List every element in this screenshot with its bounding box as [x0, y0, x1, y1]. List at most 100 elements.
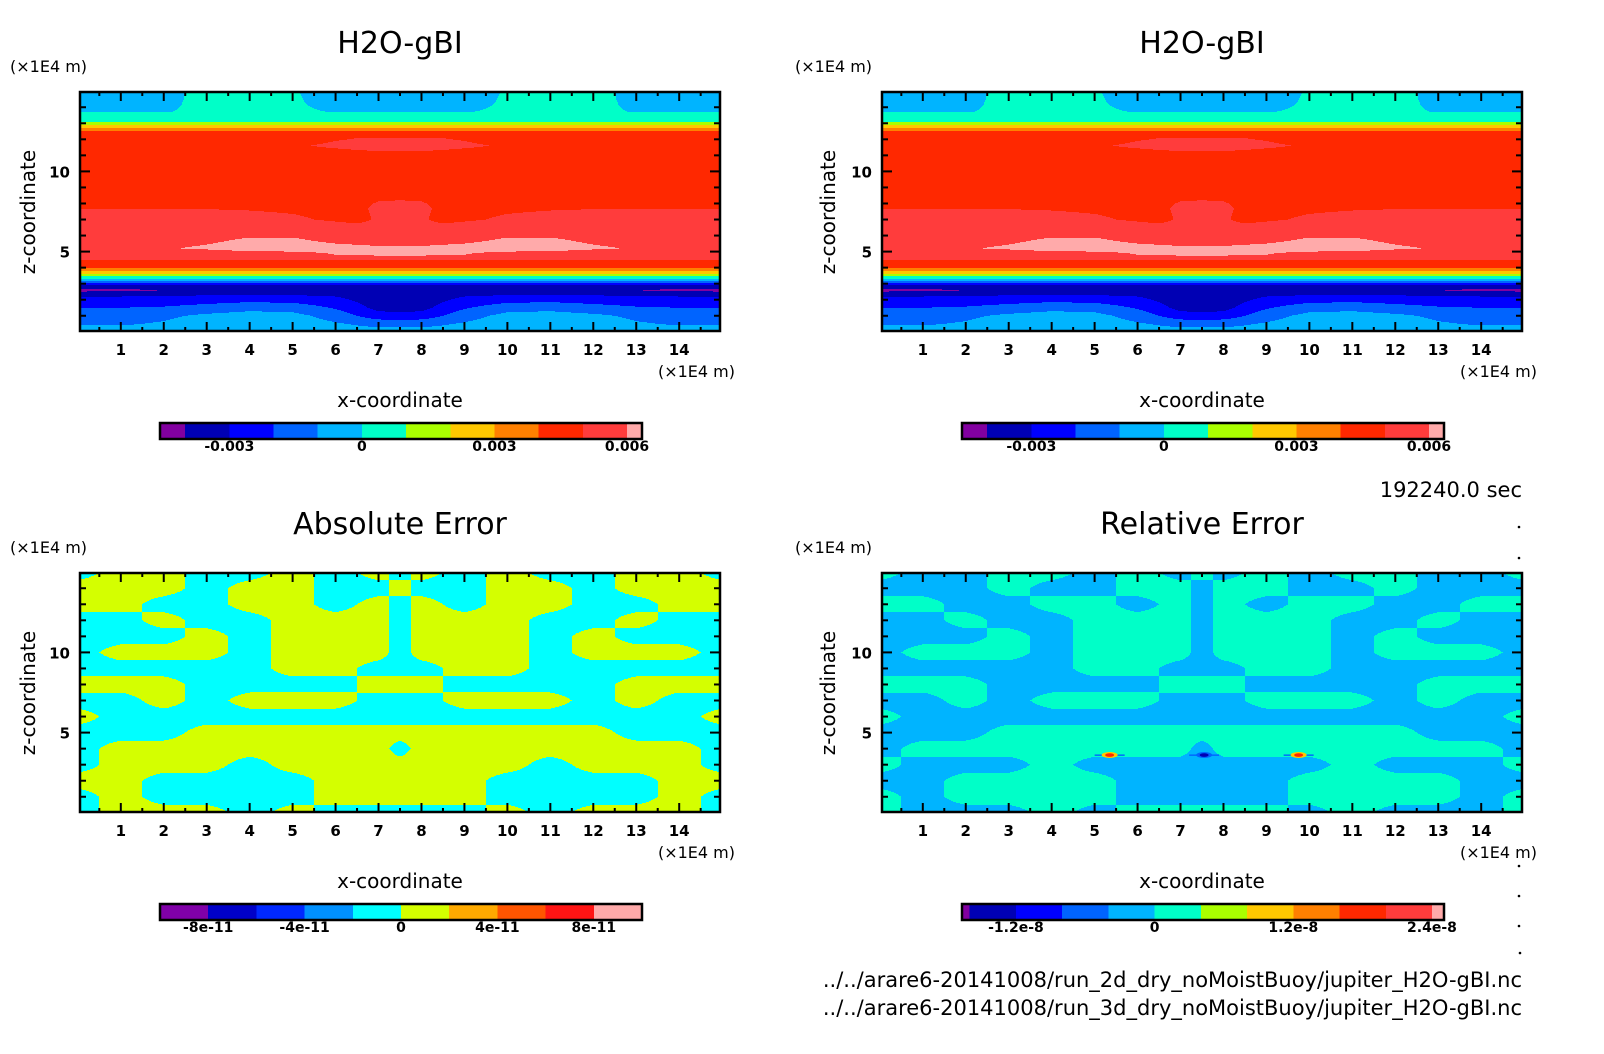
contour-band: [314, 801, 486, 802]
contour-band: [1417, 583, 1522, 584]
contour-band: [1009, 244, 1154, 245]
contour-band: [987, 689, 1159, 690]
contour-band: [529, 627, 615, 628]
contour-band: [1288, 576, 1339, 577]
contour-band: [1073, 652, 1191, 653]
contour-band: [1076, 670, 1159, 671]
contour-band: [1503, 798, 1522, 799]
contour-band: [947, 702, 984, 703]
contour-band: [1160, 302, 1244, 303]
contour-band: [882, 290, 959, 291]
contour-band: [944, 788, 1116, 789]
contour-band: [646, 802, 701, 803]
contour-band: [882, 262, 1522, 263]
contour-band: [1331, 654, 1377, 655]
contour-band: [80, 267, 720, 268]
contour-band: [1114, 779, 1290, 780]
contour-band: [559, 694, 615, 695]
contour-band: [615, 633, 720, 634]
contour-band: [80, 101, 183, 102]
contour-band: [80, 633, 185, 634]
contour-band: [486, 804, 638, 805]
contour-band: [238, 695, 357, 696]
contour-band: [304, 314, 353, 315]
contour-band: [882, 650, 904, 651]
contour-band: [80, 206, 370, 207]
contour-band: [1423, 107, 1522, 108]
contour-band: [1375, 635, 1417, 636]
contour-band: [1291, 240, 1373, 241]
contour-band: [882, 320, 968, 321]
contour-band: [571, 312, 720, 313]
contour-band: [303, 98, 497, 99]
contour-band: [882, 265, 1522, 266]
contour-band: [389, 645, 411, 646]
contour-band: [368, 209, 432, 210]
contour-band: [228, 603, 314, 604]
contour-band: [1373, 240, 1522, 241]
contour-band: [446, 702, 569, 703]
contour-band: [412, 654, 529, 655]
contour-band: [1430, 678, 1522, 679]
contour-band: [292, 772, 508, 773]
contour-band: [212, 313, 299, 314]
contour-band: [443, 689, 615, 690]
contour-band: [160, 773, 297, 774]
contour-band: [882, 792, 894, 793]
contour-band: [537, 576, 615, 577]
contour-band: [529, 632, 579, 633]
contour-band: [1404, 726, 1522, 727]
contour-band: [314, 594, 389, 595]
contour-band: [1030, 599, 1116, 600]
contour-band: [80, 140, 339, 141]
contour-band: [987, 635, 1029, 636]
contour-band: [1154, 607, 1191, 608]
contour-band: [1298, 216, 1522, 217]
contour-band: [80, 691, 185, 692]
contour-band: [882, 684, 987, 685]
contour-band: [568, 606, 658, 607]
contour-band: [489, 145, 720, 146]
contour-band: [1030, 642, 1073, 643]
contour-band: [1164, 665, 1240, 666]
contour-band: [882, 120, 1522, 121]
contour-band: [500, 774, 644, 775]
contour-band: [80, 146, 317, 147]
contour-band: [904, 650, 1030, 651]
contour-band: [80, 730, 188, 731]
contour-band: [572, 642, 628, 643]
contour-band: [1442, 627, 1522, 628]
contour-band: [882, 791, 891, 792]
x-tick-label: 9: [459, 822, 469, 840]
contour-band: [882, 592, 995, 593]
contour-band: [658, 785, 720, 786]
contour-band: [1213, 593, 1288, 594]
contour-band: [80, 305, 180, 306]
contour-band: [99, 801, 151, 802]
contour-band: [882, 724, 1522, 725]
contour-band: [1427, 110, 1522, 111]
contour-band: [80, 122, 720, 123]
contour-band: [357, 689, 443, 690]
contour-band: [1073, 621, 1191, 622]
contour-band: [1325, 212, 1522, 213]
contour-band: [1152, 600, 1191, 601]
contour-band: [1021, 631, 1073, 632]
contour-band: [358, 302, 442, 303]
contour-band: [572, 652, 701, 653]
contour-band: [1155, 314, 1249, 315]
contour-band: [1030, 603, 1116, 604]
contour-band: [641, 707, 720, 708]
contour-band: [486, 596, 572, 597]
contour-band: [882, 294, 1522, 295]
contour-band: [1503, 805, 1522, 806]
contour-band: [559, 706, 628, 707]
contour-band: [1213, 609, 1255, 610]
contour-band: [984, 316, 1115, 317]
contour-band: [1366, 608, 1460, 609]
contour-band: [271, 655, 387, 656]
contour-band: [271, 660, 378, 661]
contour-band: [529, 646, 572, 647]
contour-band: [640, 627, 720, 628]
contour-band: [529, 663, 720, 664]
